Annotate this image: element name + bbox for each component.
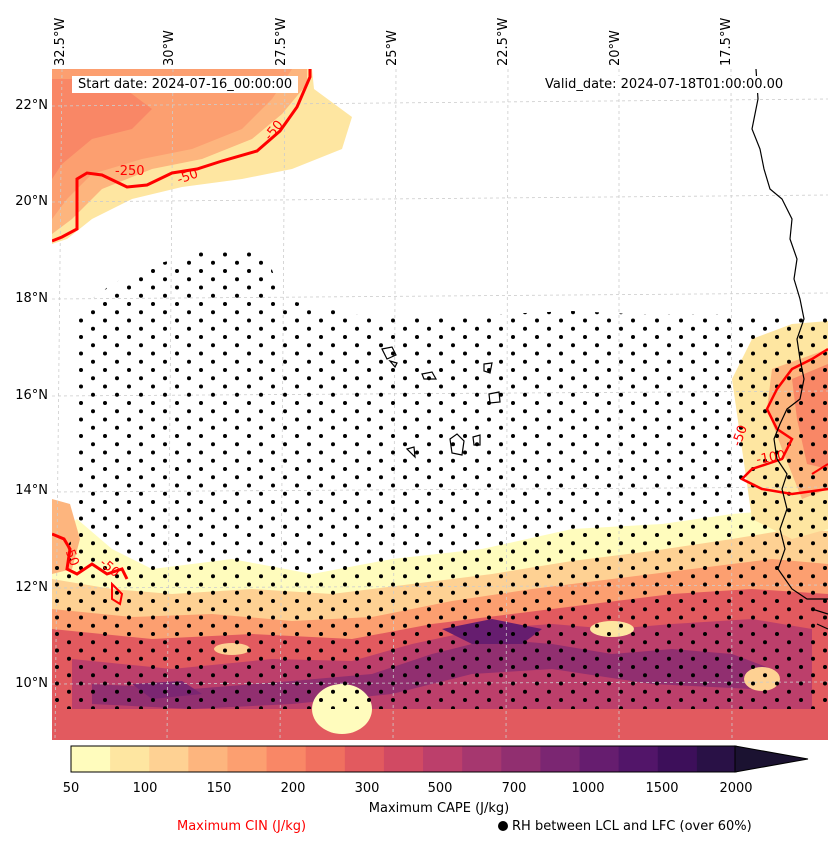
rh-dot-marker xyxy=(498,821,508,831)
svg-text:-50: -50 xyxy=(60,543,81,568)
colorbar-extend-arrow xyxy=(734,745,809,773)
rh-legend-label: RH between LCL and LFC (over 60%) xyxy=(512,819,752,834)
colorbar-cell xyxy=(501,746,541,772)
cape-verde-islands xyxy=(381,346,501,459)
colorbar-cell xyxy=(149,746,189,772)
colorbar-cell xyxy=(188,746,228,772)
lon-label: 32.5°W xyxy=(53,17,68,66)
map-panel: -250 -50 -50 -50 -50 -100 -50 xyxy=(52,69,828,740)
colorbar-cell xyxy=(462,746,502,772)
start-date-label: Start date: 2024-07-16_00:00:00 xyxy=(72,76,299,93)
lat-label: 18°N xyxy=(15,291,48,306)
lon-label: 30°W xyxy=(162,30,177,66)
cb-tick: 150 xyxy=(206,781,232,796)
lat-label: 20°N xyxy=(15,194,48,209)
svg-text:-250: -250 xyxy=(115,164,145,179)
rh-dot-field xyxy=(52,247,828,709)
lon-label: 27.5°W xyxy=(274,17,289,66)
cb-tick: 2000 xyxy=(719,781,753,796)
valid-date-label: Valid_date: 2024-07-18T01:00:00.00 xyxy=(539,76,790,93)
cb-tick: 500 xyxy=(427,781,453,796)
colorbar-cell xyxy=(657,746,698,772)
coastline xyxy=(751,69,828,630)
cin-legend-label: Maximum CIN (J/kg) xyxy=(177,819,307,834)
colorbar-cell xyxy=(383,746,424,772)
cb-tick: 300 xyxy=(354,781,380,796)
lat-label: 16°N xyxy=(15,388,48,403)
colorbar-cell xyxy=(579,746,620,772)
colorbar-cell xyxy=(266,746,307,772)
colorbar-cell xyxy=(344,746,385,772)
cape-colorbar xyxy=(70,745,809,773)
lon-label: 22.5°W xyxy=(496,17,511,66)
cin-contours xyxy=(52,69,828,606)
colorbar-cell xyxy=(423,746,463,772)
cb-tick: 200 xyxy=(280,781,306,796)
lat-label: 22°N xyxy=(15,98,48,113)
colorbar-cell xyxy=(540,746,581,772)
colorbar-title: Maximum CAPE (J/kg) xyxy=(368,801,510,816)
colorbar-cell xyxy=(696,746,737,772)
svg-text:-100: -100 xyxy=(755,448,787,468)
lon-label: 25°W xyxy=(385,30,400,66)
cb-tick: 1000 xyxy=(571,781,605,796)
colorbar-cell xyxy=(110,746,150,772)
cb-tick: 1500 xyxy=(645,781,679,796)
lat-label: 10°N xyxy=(15,676,48,691)
svg-text:-50: -50 xyxy=(730,423,751,448)
lon-label: 17.5°W xyxy=(719,17,734,66)
rh-legend: RH between LCL and LFC (over 60%) xyxy=(498,819,752,834)
colorbar-cell xyxy=(618,746,659,772)
colorbar-cell xyxy=(227,746,268,772)
svg-text:-50: -50 xyxy=(175,166,200,187)
lon-label: 20°W xyxy=(608,30,623,66)
cb-tick: 100 xyxy=(132,781,158,796)
lat-label: 12°N xyxy=(15,580,48,595)
cb-tick: 700 xyxy=(501,781,527,796)
colorbar-cell xyxy=(71,746,111,772)
cb-tick: 50 xyxy=(62,781,80,796)
colorbar-cell xyxy=(305,746,346,772)
lat-label: 14°N xyxy=(15,483,48,498)
